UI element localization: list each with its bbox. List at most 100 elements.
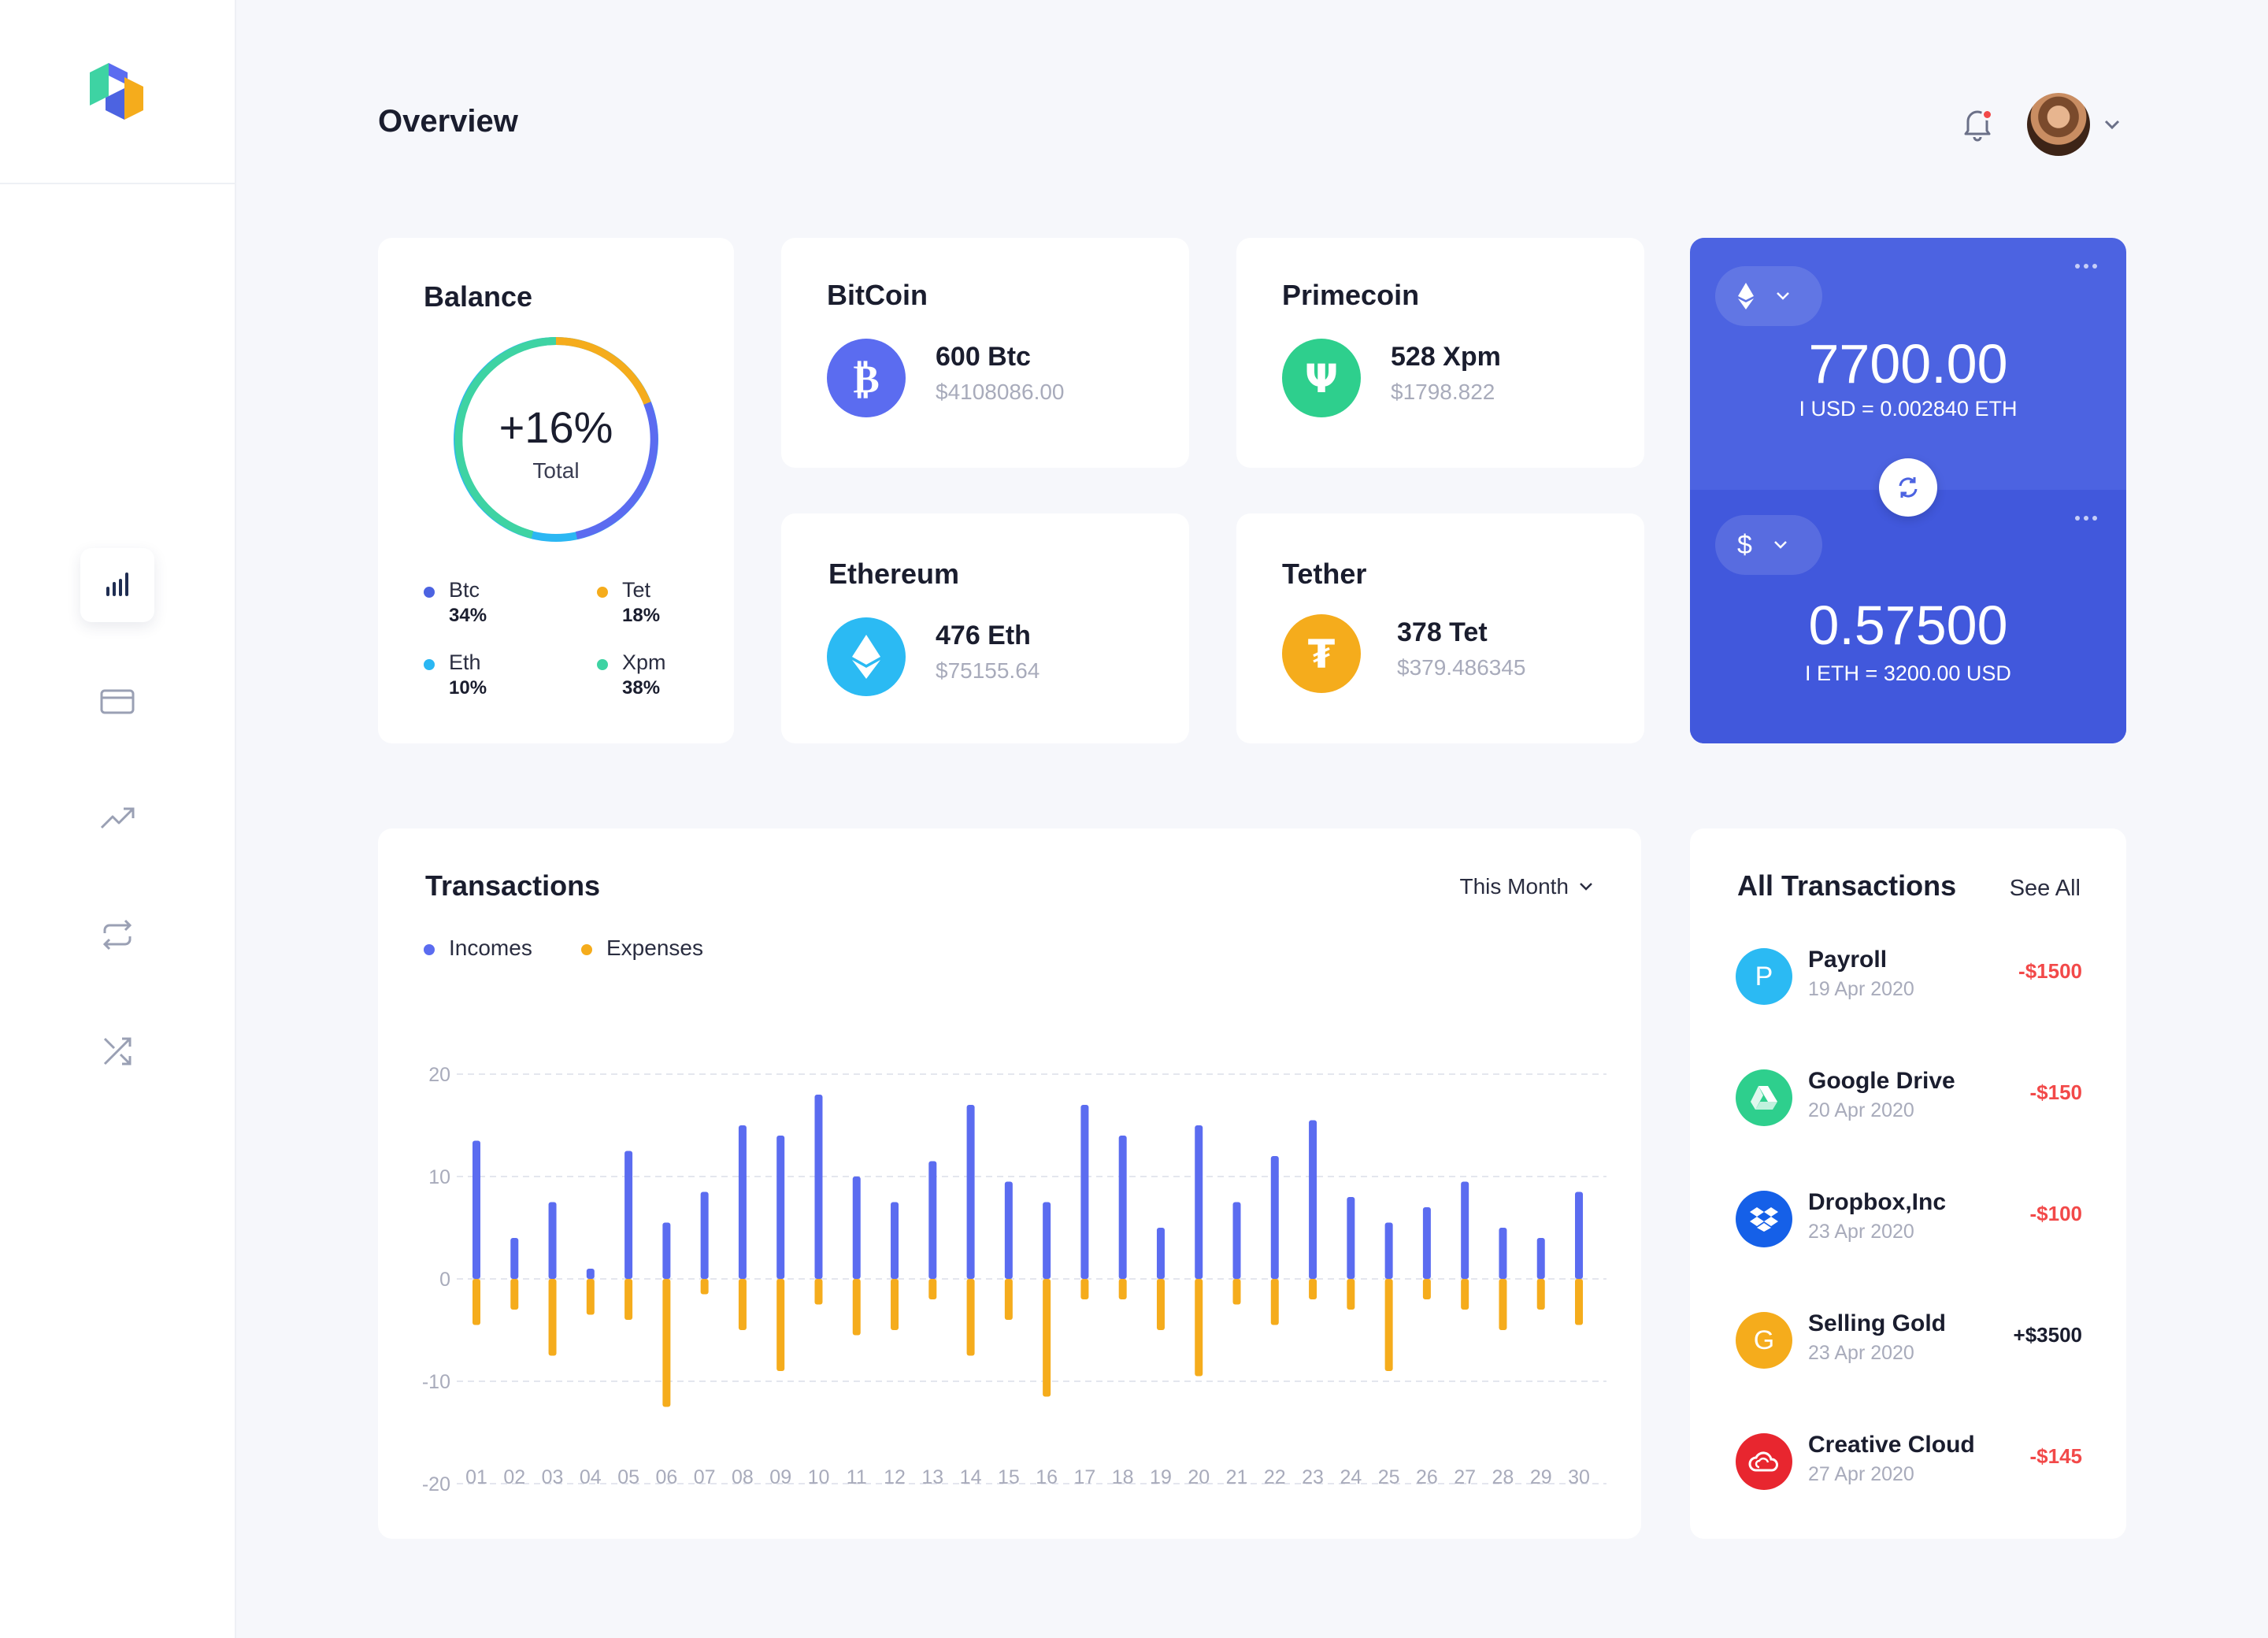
transaction-item[interactable]: Creative Cloud 27 Apr 2020 -$145 (1736, 1430, 2082, 1493)
coin-card-primecoin[interactable]: Primecoin Ψ 528 Xpm $1798.822 (1236, 238, 1644, 468)
expense-bar (1309, 1279, 1317, 1299)
y-tick-label: 0 (439, 1269, 450, 1291)
expense-bar (1156, 1279, 1165, 1330)
creative-cloud-icon (1736, 1433, 1792, 1490)
x-tick-label: 17 (1074, 1466, 1096, 1488)
gold-icon: G (1736, 1312, 1792, 1369)
to-currency-select[interactable]: $ (1715, 515, 1822, 575)
nav-item-overview[interactable] (80, 548, 154, 622)
ethereum-icon (1738, 283, 1754, 309)
x-tick-label: 23 (1302, 1466, 1324, 1488)
x-tick-label: 13 (921, 1466, 943, 1488)
balance-title: Balance (424, 280, 533, 313)
converter-to-rate: I ETH = 3200.00 USD (1805, 662, 2011, 685)
more-options-icon[interactable] (2074, 515, 2098, 521)
legend-dot (424, 587, 435, 598)
transaction-amount: -$100 (2029, 1202, 2083, 1225)
see-all-link[interactable]: See All (2009, 876, 2081, 901)
legend-name: Eth (449, 650, 481, 674)
income-bar (548, 1202, 557, 1279)
coin-card-tether[interactable]: Tether ₮ 378 Tet $379.486345 (1236, 513, 1644, 743)
income-bar (510, 1238, 519, 1279)
expense-bar (928, 1279, 937, 1299)
coin-amount: 528 Xpm (1391, 342, 1501, 372)
svg-text:Ψ: Ψ (1305, 356, 1338, 402)
transactions-title: Transactions (425, 869, 601, 902)
period-filter-dropdown[interactable]: This Month (1460, 874, 1595, 899)
transaction-amount: -$145 (2029, 1444, 2083, 1468)
user-avatar[interactable] (2027, 93, 2090, 156)
coin-card-bitcoin[interactable]: BitCoin ₿ 600 Btc $4108086.00 (781, 238, 1189, 468)
transaction-date: 20 Apr 2020 (1808, 1099, 1914, 1121)
transaction-item[interactable]: Google Drive 20 Apr 2020 -$150 (1736, 1066, 2082, 1129)
y-tick-label: -10 (422, 1371, 450, 1393)
transaction-item[interactable]: P Payroll 19 Apr 2020 -$1500 (1736, 945, 2082, 1008)
x-tick-label: 09 (769, 1466, 791, 1488)
converter-to-value[interactable]: 0.57500 (1808, 595, 2008, 656)
expense-bar (548, 1279, 557, 1356)
converter-from-value[interactable]: 7700.00 (1808, 333, 2008, 395)
x-tick-label: 10 (808, 1466, 830, 1488)
expense-bar (814, 1279, 823, 1305)
income-bar (852, 1177, 861, 1279)
notification-bell-icon[interactable] (1958, 104, 1997, 143)
income-bar (1536, 1238, 1545, 1279)
x-tick-label: 14 (960, 1466, 982, 1488)
all-transactions-title: All Transactions (1737, 869, 1957, 902)
x-tick-label: 03 (542, 1466, 564, 1488)
swap-currency-button[interactable] (1879, 458, 1937, 517)
expense-bar (1195, 1279, 1203, 1377)
nav-item-exchange[interactable] (80, 898, 154, 972)
transaction-date: 23 Apr 2020 (1808, 1221, 1914, 1243)
sidebar-divider (0, 183, 236, 184)
x-tick-label: 02 (503, 1466, 525, 1488)
expense-bar (586, 1279, 595, 1315)
expense-bar (1536, 1279, 1545, 1310)
x-tick-label: 25 (1378, 1466, 1400, 1488)
chevron-down-icon[interactable] (2103, 117, 2122, 132)
transaction-item[interactable]: G Selling Gold 23 Apr 2020 +$3500 (1736, 1309, 2082, 1372)
nav-item-trends[interactable] (80, 781, 154, 855)
expense-bar (662, 1279, 671, 1407)
transaction-item[interactable]: Dropbox,Inc 23 Apr 2020 -$100 (1736, 1188, 2082, 1251)
legend-label: Expenses (606, 936, 703, 960)
x-tick-label: 12 (884, 1466, 906, 1488)
transaction-date: 23 Apr 2020 (1808, 1342, 1914, 1364)
x-tick-label: 01 (465, 1466, 487, 1488)
ethereum-icon (827, 617, 906, 696)
income-bar (1422, 1207, 1431, 1279)
transactions-bar-chart: 20 10 0 -10 -20 01 02 03 04 05 06 07 08 09 10 11 12 13 14 1… (422, 1064, 1606, 1495)
coin-card-ethereum[interactable]: Ethereum 476 Eth $75155.64 (781, 513, 1189, 743)
x-tick-label: 05 (617, 1466, 639, 1488)
income-bar (1384, 1222, 1393, 1279)
income-bar (738, 1125, 747, 1279)
income-bar (966, 1105, 975, 1279)
x-tick-label: 15 (998, 1466, 1020, 1488)
expense-bar (700, 1279, 709, 1295)
expense-bar (1347, 1279, 1355, 1310)
nav-item-cards[interactable] (80, 665, 154, 739)
expense-bar (1384, 1279, 1393, 1371)
expense-bar (1232, 1279, 1241, 1305)
x-tick-label: 28 (1492, 1466, 1514, 1488)
coin-usd-value: $75155.64 (936, 658, 1040, 683)
more-options-icon[interactable] (2074, 263, 2098, 269)
x-tick-label: 18 (1112, 1466, 1134, 1488)
coin-amount: 378 Tet (1397, 617, 1488, 647)
transaction-date: 27 Apr 2020 (1808, 1463, 1914, 1485)
x-tick-label: 04 (580, 1466, 602, 1488)
nav-item-shuffle[interactable] (80, 1014, 154, 1088)
app-logo-icon[interactable] (85, 61, 148, 121)
coin-title: BitCoin (827, 279, 928, 311)
expense-bar (1043, 1279, 1051, 1397)
from-currency-select[interactable] (1715, 266, 1822, 326)
expense-bar (472, 1279, 480, 1325)
expense-bar (852, 1279, 861, 1336)
sidebar (0, 0, 236, 1638)
x-tick-label: 21 (1226, 1466, 1248, 1488)
period-filter-label: This Month (1459, 874, 1569, 899)
balance-total-label: Total (532, 458, 580, 483)
swap-icon (1899, 477, 1918, 498)
google-drive-icon (1736, 1069, 1792, 1126)
income-bar (1156, 1228, 1165, 1279)
